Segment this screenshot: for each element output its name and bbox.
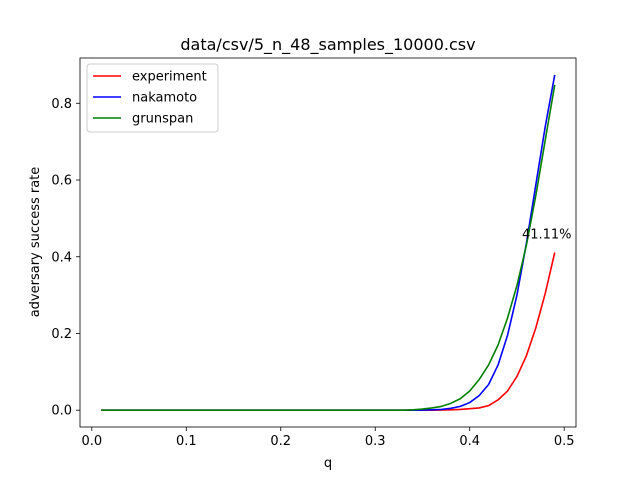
y-axis-label: adversary success rate — [28, 167, 43, 318]
x-tick-label: 0.2 — [270, 434, 291, 449]
y-tick-label: 0.6 — [51, 174, 72, 189]
legend-box — [86, 63, 219, 133]
legend: experiment nakamoto grunspan — [86, 63, 219, 133]
chart-title: data/csv/5_n_48_samples_10000.csv — [180, 35, 475, 55]
y-tick-label: 0.2 — [51, 327, 72, 342]
x-tick-label: 0.0 — [81, 434, 102, 449]
legend-label-grunspan: grunspan — [132, 112, 193, 127]
plot-area: 0.0 0.1 0.2 0.3 0.4 0.5 0.0 0.2 0.4 0.6 0.8 41.11% — [51, 57, 577, 449]
x-tick-label: 0.1 — [176, 434, 197, 449]
x-tick-label: 0.3 — [365, 434, 386, 449]
series-line-grunspan — [101, 84, 556, 412]
axes-frame — [79, 57, 577, 428]
legend-label-nakamoto: nakamoto — [132, 91, 197, 106]
legend-label-experiment: experiment — [132, 70, 207, 85]
annotation-label: 41.11% — [522, 227, 572, 242]
x-tick-label: 0.4 — [459, 434, 480, 449]
y-tick-label: 0.8 — [51, 97, 72, 112]
y-tick-label: 0.0 — [51, 404, 72, 419]
x-axis-label: q — [324, 456, 332, 471]
y-tick-label: 0.4 — [51, 250, 72, 265]
x-tick-label: 0.5 — [554, 434, 575, 449]
